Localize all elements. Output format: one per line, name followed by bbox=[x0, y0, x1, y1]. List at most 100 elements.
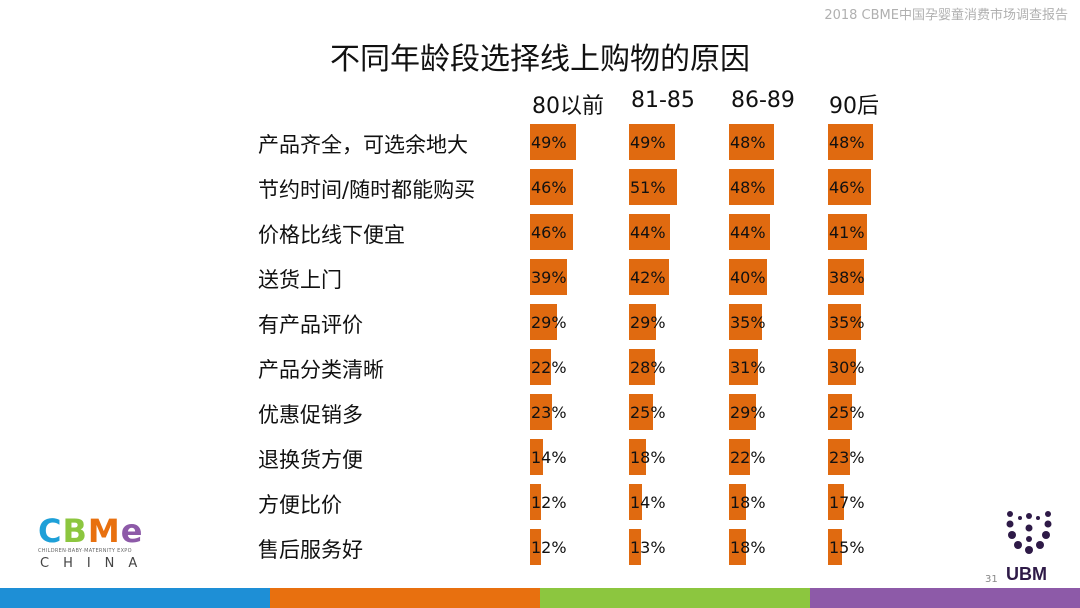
bar bbox=[530, 394, 552, 430]
bar bbox=[629, 484, 642, 520]
bar bbox=[828, 349, 856, 385]
bar-value-label: 25% bbox=[630, 403, 666, 422]
category-label: 送货上门 bbox=[258, 268, 342, 292]
bar-value-label: 22% bbox=[531, 358, 567, 377]
bar bbox=[629, 259, 669, 295]
bar bbox=[629, 304, 656, 340]
footer-segment-blue bbox=[0, 588, 270, 608]
bar-value-label: 13% bbox=[630, 538, 666, 557]
bar-value-label: 40% bbox=[730, 268, 766, 287]
bar-value-label: 46% bbox=[531, 178, 567, 197]
bar bbox=[629, 394, 653, 430]
bar bbox=[629, 124, 675, 160]
bar-value-label: 46% bbox=[531, 223, 567, 242]
bar-value-label: 48% bbox=[730, 178, 766, 197]
category-label: 产品分类清晰 bbox=[258, 358, 384, 382]
cbme-logo-letters: CBMe bbox=[38, 512, 144, 550]
bar-value-label: 49% bbox=[531, 133, 567, 152]
cbme-logo: CBMe CHILDREN·BABY·MATERNITY EXPO CHINA bbox=[38, 512, 158, 571]
bar bbox=[629, 439, 646, 475]
column-header: 90后 bbox=[829, 94, 879, 119]
bar-value-label: 29% bbox=[630, 313, 666, 332]
bar-value-label: 28% bbox=[630, 358, 666, 377]
bar bbox=[530, 169, 573, 205]
bar bbox=[828, 439, 850, 475]
bar bbox=[530, 259, 567, 295]
bar-value-label: 18% bbox=[630, 448, 666, 467]
bar-value-label: 14% bbox=[630, 493, 666, 512]
bar bbox=[629, 214, 670, 250]
cbme-logo-country: CHINA bbox=[40, 556, 152, 571]
report-header: 2018 CBME中国孕婴童消费市场调查报告 bbox=[824, 8, 1068, 23]
cbme-logo-tagline: CHILDREN·BABY·MATERNITY EXPO bbox=[38, 548, 132, 554]
bar bbox=[828, 259, 864, 295]
bar-value-label: 29% bbox=[730, 403, 766, 422]
bar-value-label: 12% bbox=[531, 493, 567, 512]
page-number: 31 bbox=[985, 574, 998, 585]
bar bbox=[729, 349, 758, 385]
bar-value-label: 18% bbox=[730, 493, 766, 512]
bar bbox=[828, 214, 867, 250]
bar-value-label: 41% bbox=[829, 223, 865, 242]
bar-value-label: 29% bbox=[531, 313, 567, 332]
bar-value-label: 48% bbox=[829, 133, 865, 152]
bar bbox=[629, 349, 655, 385]
column-header: 80以前 bbox=[532, 94, 604, 119]
bar-value-label: 30% bbox=[829, 358, 865, 377]
category-label: 节约时间/随时都能购买 bbox=[258, 178, 476, 202]
bar bbox=[530, 304, 557, 340]
category-label: 方便比价 bbox=[258, 493, 342, 517]
bar-value-label: 44% bbox=[730, 223, 766, 242]
category-label: 产品齐全，可选余地大 bbox=[258, 133, 468, 157]
bar-value-label: 46% bbox=[829, 178, 865, 197]
category-label: 有产品评价 bbox=[258, 313, 363, 337]
bar-value-label: 51% bbox=[630, 178, 666, 197]
bar bbox=[828, 484, 844, 520]
bar-value-label: 18% bbox=[730, 538, 766, 557]
bar-value-label: 12% bbox=[531, 538, 567, 557]
bar bbox=[828, 124, 873, 160]
footer-segment-green bbox=[540, 588, 810, 608]
bar bbox=[828, 304, 861, 340]
bar-value-label: 35% bbox=[730, 313, 766, 332]
category-label: 退换货方便 bbox=[258, 448, 363, 472]
bar bbox=[828, 169, 871, 205]
bar bbox=[729, 259, 767, 295]
bar-value-label: 22% bbox=[730, 448, 766, 467]
bar-value-label: 25% bbox=[829, 403, 865, 422]
bar-value-label: 35% bbox=[829, 313, 865, 332]
ubm-dots-icon bbox=[1006, 511, 1052, 554]
bar bbox=[729, 124, 774, 160]
ubm-label: UBM bbox=[1006, 564, 1047, 584]
bar bbox=[530, 214, 573, 250]
bar bbox=[828, 394, 852, 430]
bar bbox=[729, 439, 750, 475]
bar-value-label: 17% bbox=[829, 493, 865, 512]
chart-title: 不同年龄段选择线上购物的原因 bbox=[330, 42, 750, 77]
category-label: 售后服务好 bbox=[258, 538, 363, 562]
column-header: 81-85 bbox=[631, 88, 695, 113]
column-header: 86-89 bbox=[731, 88, 795, 113]
bar-value-label: 44% bbox=[630, 223, 666, 242]
bar-value-label: 14% bbox=[531, 448, 567, 467]
bar-value-label: 23% bbox=[829, 448, 865, 467]
bar bbox=[530, 439, 543, 475]
bar bbox=[729, 394, 756, 430]
category-label: 价格比线下便宜 bbox=[258, 223, 405, 247]
footer-segment-orange bbox=[270, 588, 540, 608]
footer-color-band bbox=[0, 588, 1080, 608]
bar bbox=[629, 529, 641, 565]
bar-value-label: 48% bbox=[730, 133, 766, 152]
bar-value-label: 31% bbox=[730, 358, 766, 377]
bar bbox=[729, 214, 770, 250]
bar bbox=[530, 484, 541, 520]
bar bbox=[828, 529, 842, 565]
bar-value-label: 42% bbox=[630, 268, 666, 287]
bar-value-label: 23% bbox=[531, 403, 567, 422]
category-label: 优惠促销多 bbox=[258, 403, 363, 427]
bar-value-label: 38% bbox=[829, 268, 865, 287]
bar bbox=[729, 304, 762, 340]
bar bbox=[729, 484, 746, 520]
bar-value-label: 49% bbox=[630, 133, 666, 152]
bar bbox=[629, 169, 677, 205]
